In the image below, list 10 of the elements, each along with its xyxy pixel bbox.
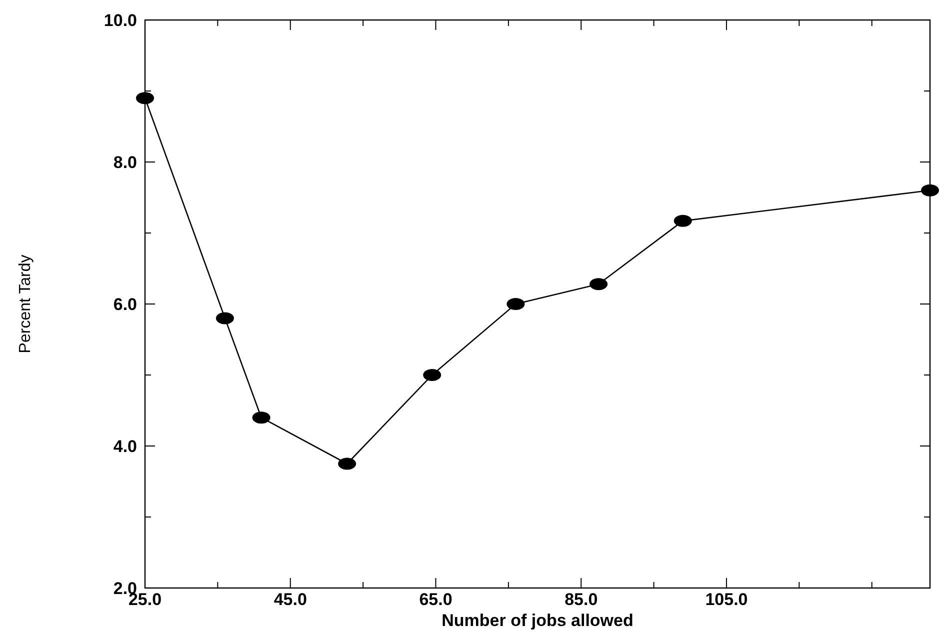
y-tick-label: 6.0 (113, 294, 137, 314)
x-tick-label: 85.0 (564, 590, 598, 609)
y-tick-label: 4.0 (113, 436, 137, 456)
x-tick-label: 45.0 (274, 590, 307, 609)
y-tick-label: 10.0 (104, 10, 137, 30)
x-tick-label: 105.0 (705, 590, 748, 609)
y-tick-label: 8.0 (113, 152, 137, 172)
y-axis-title: Percent Tardy (17, 254, 34, 354)
x-tick-label: 65.0 (419, 590, 452, 609)
x-axis-title: Number of jobs allowed (442, 611, 634, 630)
